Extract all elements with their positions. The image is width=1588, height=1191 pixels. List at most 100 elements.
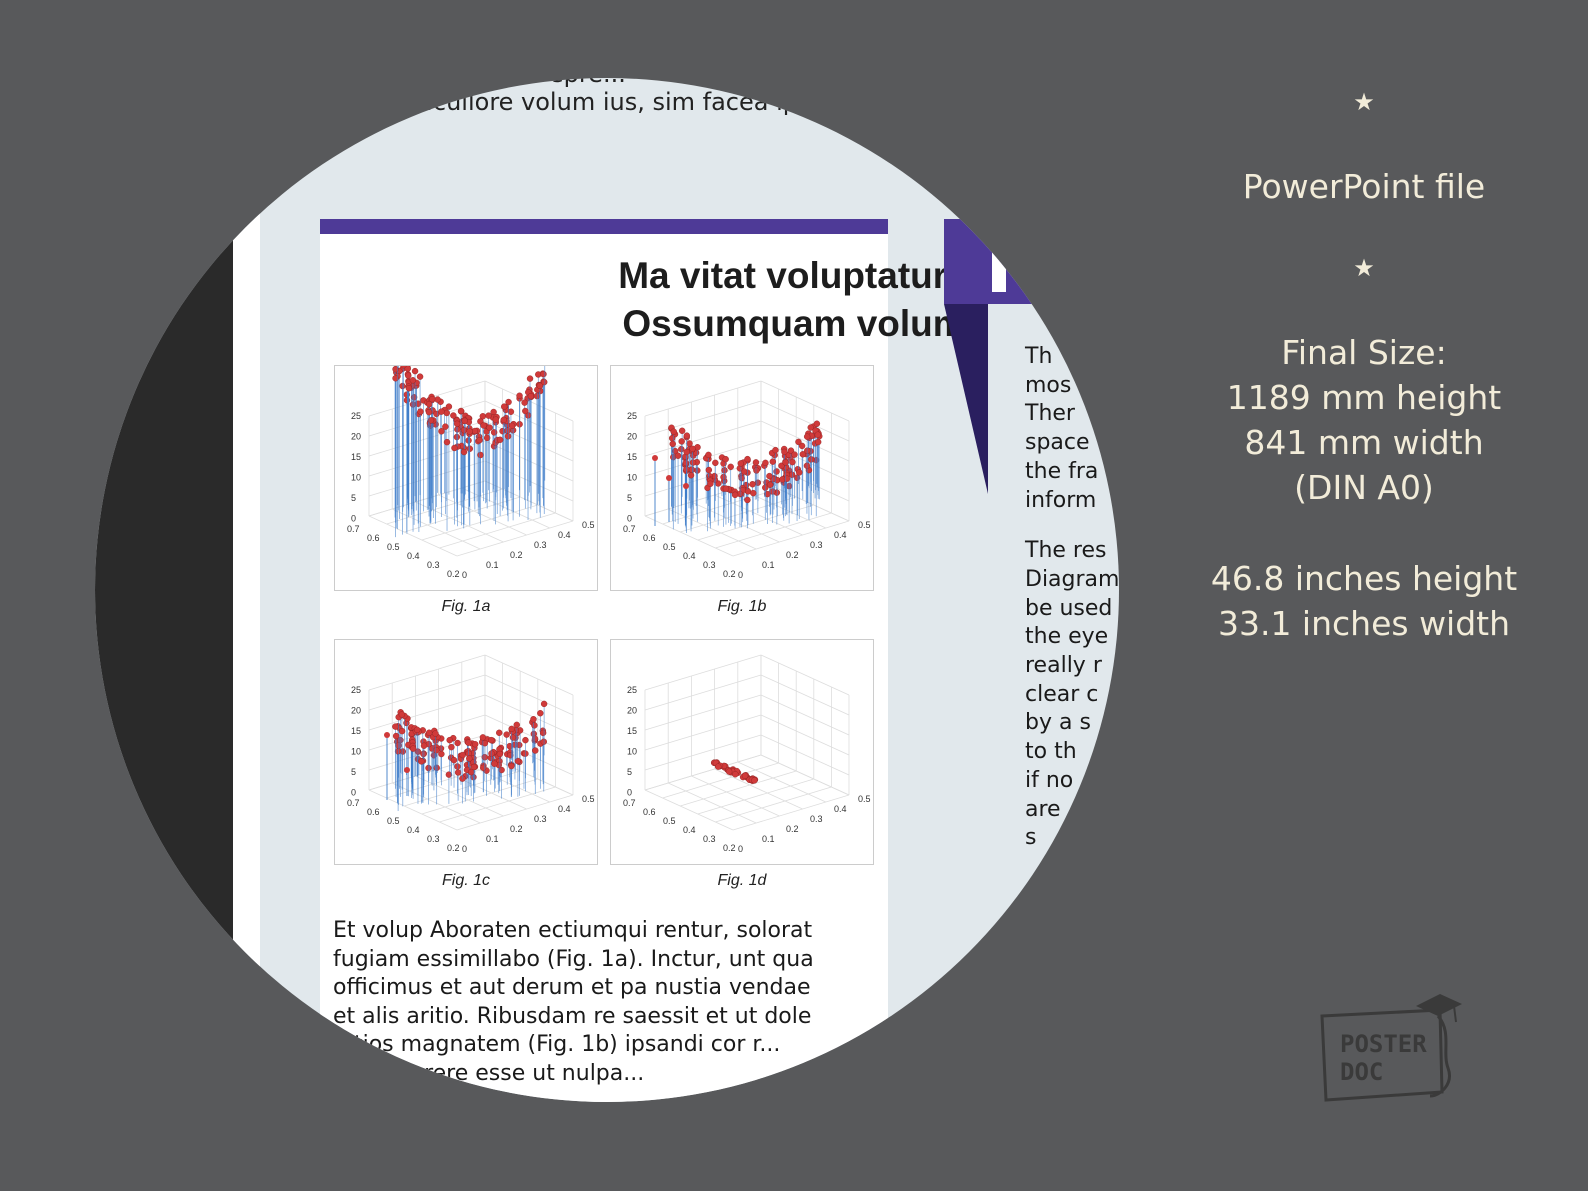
svg-text:0.2: 0.2 [723,843,736,853]
svg-text:0.3: 0.3 [703,560,716,570]
svg-text:0.4: 0.4 [558,530,571,540]
svg-text:0: 0 [738,570,743,580]
svg-text:5: 5 [627,493,632,503]
svg-text:0.3: 0.3 [427,560,440,570]
svg-text:0.3: 0.3 [703,834,716,844]
figure-caption: Fig. 1c [441,872,490,889]
svg-text:25: 25 [351,685,361,695]
svg-text:0.7: 0.7 [347,524,360,534]
svg-text:15: 15 [627,452,637,462]
svg-text:0: 0 [462,570,467,580]
svg-text:5: 5 [351,493,356,503]
magnifier-lens: ...tatio rerepre... ...cullore volum ius… [95,78,1119,1102]
star-icon: ★ [1353,254,1375,282]
svg-text:0: 0 [627,514,632,524]
height-mm: 1189 mm height [1226,378,1502,417]
svg-text:0: 0 [351,788,356,798]
file-type-label: PowerPoint file [1242,167,1486,206]
svg-text:0.1: 0.1 [486,560,499,570]
column2-text: Th mos Ther space the fra inform The res… [1025,344,1119,851]
width-mm: 841 mm width [1244,423,1484,462]
width-inches: 33.1 inches width [1217,604,1511,643]
svg-text:0.6: 0.6 [643,807,656,817]
svg-text:0.5: 0.5 [387,542,400,552]
svg-text:0.5: 0.5 [663,542,676,552]
final-size-block: Final Size: 1189 mm height 841 mm width … [1180,330,1548,510]
svg-text:0.4: 0.4 [834,530,847,540]
figure-caption: Fig. 1d [717,872,767,889]
white-side-strip [233,78,260,1102]
section-header-bar [320,219,888,234]
svg-text:0.7: 0.7 [623,798,636,808]
svg-text:0.1: 0.1 [762,560,775,570]
svg-text:0.5: 0.5 [858,794,871,804]
svg-text:0.4: 0.4 [407,825,420,835]
svg-text:25: 25 [627,411,637,421]
svg-text:0.2: 0.2 [723,569,736,579]
svg-text:0.2: 0.2 [510,824,523,834]
svg-text:5: 5 [627,767,632,777]
banner-title-fragment [992,250,1006,292]
svg-text:20: 20 [351,432,361,442]
svg-text:0.3: 0.3 [534,540,547,550]
svg-text:0.5: 0.5 [582,794,595,804]
svg-text:0.2: 0.2 [510,550,523,560]
svg-text:0: 0 [738,844,743,854]
svg-text:0: 0 [462,844,467,854]
svg-text:15: 15 [627,726,637,736]
svg-text:0.4: 0.4 [683,551,696,561]
svg-text:0.1: 0.1 [486,834,499,844]
svg-text:0.6: 0.6 [367,533,380,543]
svg-text:10: 10 [627,747,637,757]
svg-text:0.4: 0.4 [834,804,847,814]
dark-side-strip [95,78,233,1102]
svg-text:0.1: 0.1 [762,834,775,844]
svg-text:0.7: 0.7 [623,524,636,534]
section-body-text: Et volup Aboraten ectiumqui rentur, solo… [333,918,814,1086]
star-icon: ★ [1353,88,1375,116]
svg-text:0.3: 0.3 [810,540,823,550]
svg-text:0.4: 0.4 [558,804,571,814]
inch-size-block: 46.8 inches height 33.1 inches width [1180,556,1548,646]
banner-ribbon-tail [944,304,988,494]
svg-text:20: 20 [627,706,637,716]
svg-text:20: 20 [351,706,361,716]
svg-text:0.5: 0.5 [663,816,676,826]
svg-text:0.6: 0.6 [643,533,656,543]
svg-text:15: 15 [351,726,361,736]
svg-text:0.3: 0.3 [534,814,547,824]
height-inches: 46.8 inches height [1210,559,1518,598]
svg-text:0: 0 [627,788,632,798]
svg-text:10: 10 [627,473,637,483]
svg-text:0.3: 0.3 [427,834,440,844]
svg-text:10: 10 [351,473,361,483]
section-title: Ma vitat voluptatur? Ossumquam volum [618,255,970,344]
column2-header-banner [944,219,1119,304]
svg-text:0.2: 0.2 [786,550,799,560]
svg-text:0.3: 0.3 [810,814,823,824]
final-size-heading: Final Size: [1281,333,1447,372]
svg-text:0.2: 0.2 [786,824,799,834]
svg-text:25: 25 [351,411,361,421]
svg-text:0.6: 0.6 [367,807,380,817]
partial-top-text: ...tatio rerepre... ...cullore volum ius… [410,78,821,116]
svg-text:0.5: 0.5 [387,816,400,826]
svg-text:0.5: 0.5 [582,520,595,530]
svg-text:15: 15 [351,452,361,462]
svg-text:0.7: 0.7 [347,798,360,808]
svg-text:0.2: 0.2 [447,569,460,579]
svg-text:20: 20 [627,432,637,442]
svg-text:0.2: 0.2 [447,843,460,853]
svg-text:5: 5 [351,767,356,777]
figure-1d: 25 20 15 10 5 0 0.7 0.6 0.5 0.4 0.3 0.2 0 0.1 0.2 0.3 0.… [610,639,874,865]
svg-text:0.4: 0.4 [683,825,696,835]
svg-text:25: 25 [627,685,637,695]
svg-text:0.4: 0.4 [407,551,420,561]
logo-text-doc: DOC [1340,1058,1383,1086]
svg-text:0.5: 0.5 [858,520,871,530]
format-label: (DIN A0) [1294,468,1434,507]
posterdoc-logo: POSTER DOC [1320,994,1462,1102]
figure-caption: Fig. 1b [717,598,767,615]
figure-1c: 25 20 15 10 5 0 0.7 0.6 0.5 0.4 0.3 0.2 0 0.1 0.2 0.3 0.… [334,639,598,865]
figure-caption: Fig. 1a [441,598,491,615]
